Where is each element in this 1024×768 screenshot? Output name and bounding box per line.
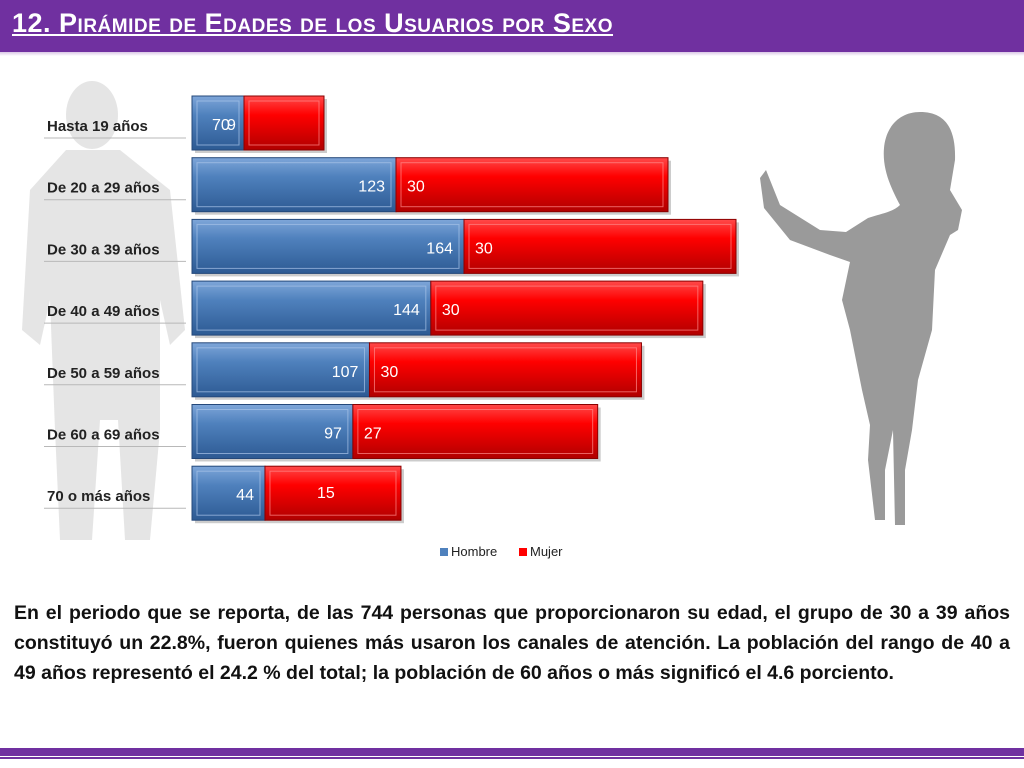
bar-mujer-bevel — [248, 100, 320, 146]
bar-hombre — [191, 342, 370, 398]
legend-label-mujer: Mujer — [530, 544, 563, 559]
bar-mujer-bevel — [435, 285, 699, 331]
summary-text: En el periodo que se reporta, de las 744… — [14, 602, 1010, 684]
value-label-mujer: 9 — [227, 117, 236, 134]
category-label: De 20 a 29 años — [47, 180, 160, 197]
category-labels: Hasta 19 años De 20 a 29 años De 30 a 39 a… — [44, 118, 186, 509]
footer-bar — [0, 748, 1024, 756]
bar-hombre — [191, 465, 266, 521]
category-label: De 60 a 69 años — [47, 427, 160, 444]
bar-hombre — [191, 280, 432, 336]
bar-mujer-bevel — [400, 162, 664, 208]
bar-hombre-bevel — [196, 223, 460, 269]
value-label-hombre: 107 — [332, 364, 359, 381]
bar-hombre-bevel — [196, 162, 392, 208]
bar-mujer — [243, 95, 325, 151]
value-label-hombre: 164 — [426, 240, 453, 257]
category-label: De 30 a 39 años — [47, 241, 160, 258]
legend: Hombre Mujer — [440, 544, 563, 559]
value-label-mujer: 30 — [442, 302, 460, 319]
bar-hombre-bevel — [196, 347, 365, 393]
value-label-hombre: 123 — [358, 179, 385, 196]
bar-hombre-bevel — [196, 100, 240, 146]
category-label: De 40 a 49 años — [47, 303, 160, 320]
value-label-mujer: 27 — [364, 426, 382, 443]
page-title: 12. Pirámide de Edades de los Usuarios p… — [12, 8, 614, 38]
bar-hombre-bevel — [196, 409, 349, 454]
man-silhouette — [22, 81, 185, 540]
bar-mujer-bevel — [373, 347, 637, 393]
legend-label-hombre: Hombre — [451, 544, 497, 559]
category-label: 70 o más años — [47, 488, 150, 505]
bar-hombre-bevel — [196, 470, 261, 516]
value-label-mujer: 30 — [380, 364, 398, 381]
age-pyramid-chart: Hasta 19 años De 20 a 29 años De 30 a 39 a… — [44, 95, 739, 559]
legend-swatch-mujer — [519, 548, 527, 556]
value-label-mujer: 30 — [475, 240, 493, 257]
bar-hombre — [191, 95, 245, 151]
bar-hombre — [191, 404, 354, 459]
bar-mujer — [463, 218, 737, 274]
bar-mujer — [368, 342, 642, 398]
bar-hombre-bevel — [196, 285, 427, 331]
bar-mujer — [395, 157, 669, 213]
title-shadow — [0, 52, 1024, 56]
value-label-mujer: 15 — [317, 485, 335, 502]
value-label-hombre: 70 — [212, 117, 230, 134]
value-labels: 709 123 30 164 30 144 30 107 30 97 27 44 15 — [212, 117, 493, 504]
bar-mujer-bevel — [357, 409, 594, 454]
title-bar: 12. Pirámide de Edades de los Usuarios p… — [0, 0, 1024, 52]
bar-mujer — [352, 404, 599, 459]
footer-line — [0, 757, 1024, 759]
bar-mujer-bevel — [468, 223, 732, 269]
bar-hombre — [191, 157, 397, 213]
woman-silhouette — [760, 112, 962, 525]
bars-group — [191, 95, 739, 524]
value-label-hombre: 97 — [324, 426, 342, 443]
category-label: De 50 a 59 años — [47, 365, 160, 382]
legend-swatch-hombre — [440, 548, 448, 556]
category-label: Hasta 19 años — [47, 118, 148, 135]
bar-hombre — [191, 218, 465, 274]
value-label-mujer: 30 — [407, 179, 425, 196]
value-label-hombre: 44 — [236, 487, 254, 504]
bar-mujer — [264, 465, 402, 521]
value-label-hombre: 144 — [393, 302, 420, 319]
bar-mujer-bevel — [269, 470, 397, 516]
bar-mujer — [430, 280, 704, 336]
